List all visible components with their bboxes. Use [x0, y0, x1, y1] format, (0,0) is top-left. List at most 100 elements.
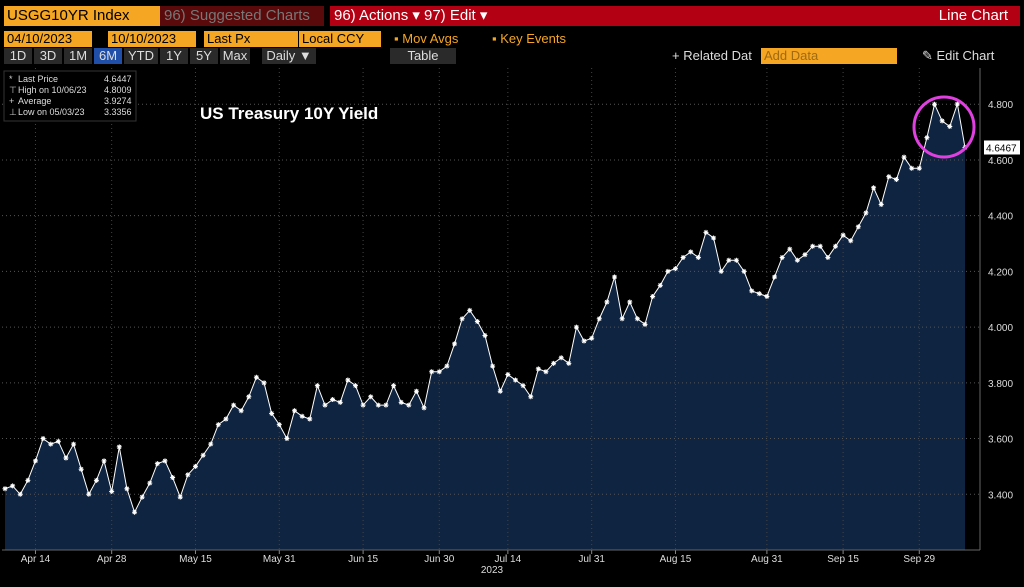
- data-point: [528, 394, 534, 400]
- data-point: [246, 394, 252, 400]
- data-point: [932, 101, 938, 107]
- range-button[interactable]: 1Y: [160, 48, 188, 64]
- data-point: [703, 229, 709, 235]
- y-tick-label: 4.600: [988, 156, 1013, 167]
- data-point: [749, 288, 755, 294]
- tool-button[interactable]: Zoom: [560, 68, 586, 79]
- data-point: [459, 316, 465, 322]
- data-point: [901, 154, 907, 160]
- data-point: [573, 324, 579, 330]
- key-events[interactable]: ▪ Key Events: [492, 31, 566, 46]
- frequency[interactable]: Daily ▼: [262, 48, 316, 64]
- x-tick-label: Aug 31: [751, 554, 783, 565]
- data-point: [436, 369, 442, 375]
- x-tick-label: May 31: [263, 554, 296, 565]
- data-point: [505, 371, 511, 377]
- related-data[interactable]: + Related Dat: [672, 48, 752, 63]
- data-point: [124, 486, 130, 492]
- data-point: [855, 224, 861, 230]
- data-point: [733, 257, 739, 263]
- data-point: [2, 486, 8, 492]
- data-point: [612, 274, 618, 280]
- data-point: [604, 299, 610, 305]
- x-tick-label: Jul 14: [495, 554, 522, 565]
- data-point: [330, 397, 336, 403]
- mov-avgs[interactable]: ▪ Mov Avgs: [394, 31, 459, 46]
- range-button[interactable]: 1D: [4, 48, 32, 64]
- data-point: [40, 436, 46, 442]
- ticker-box[interactable]: USGG10YR Index: [4, 6, 160, 26]
- table-button[interactable]: Table: [390, 48, 456, 64]
- data-point: [619, 316, 625, 322]
- data-point: [817, 243, 823, 249]
- tool-button[interactable]: Annotate: [464, 68, 505, 79]
- tool-button[interactable]: News: [522, 68, 548, 79]
- suggested-charts[interactable]: 96) Suggested Charts: [160, 6, 324, 26]
- data-point: [208, 441, 214, 447]
- data-point: [261, 380, 267, 386]
- data-point: [71, 441, 77, 447]
- start-date[interactable]: 04/10/2023: [4, 31, 92, 47]
- data-point: [444, 363, 450, 369]
- range-button[interactable]: YTD: [124, 48, 158, 64]
- range-button[interactable]: Max: [220, 48, 250, 64]
- data-point: [276, 422, 282, 428]
- data-point: [101, 458, 107, 464]
- data-point: [147, 480, 153, 486]
- data-point: [10, 483, 16, 489]
- data-point: [520, 383, 526, 389]
- data-point: [116, 444, 122, 450]
- data-point: [337, 399, 343, 405]
- data-point: [871, 185, 877, 191]
- legend-label: Last Price: [18, 74, 58, 84]
- edit-chart[interactable]: ✎ Edit Chart: [922, 48, 995, 63]
- range-button[interactable]: 1M: [64, 48, 92, 64]
- data-point: [391, 383, 397, 389]
- data-point: [962, 144, 968, 150]
- data-point: [284, 436, 290, 442]
- data-point: [886, 174, 892, 180]
- y-tick-label: 3.600: [988, 435, 1013, 446]
- data-point: [375, 402, 381, 408]
- data-point: [802, 252, 808, 258]
- data-point: [345, 377, 351, 383]
- data-point: [893, 176, 899, 182]
- currency-select[interactable]: Local CCY: [299, 31, 381, 47]
- data-point: [78, 466, 84, 472]
- legend-symbol: ⊥: [9, 107, 17, 117]
- x-tick-label: Sep 29: [903, 554, 935, 565]
- data-point: [154, 461, 160, 467]
- data-point: [551, 360, 557, 366]
- data-point: [223, 416, 229, 422]
- legend-symbol: *: [9, 74, 13, 84]
- data-point: [939, 118, 945, 124]
- data-point: [467, 307, 473, 313]
- data-point: [429, 369, 435, 375]
- edit-menu[interactable]: 97) Edit ▾: [424, 7, 488, 24]
- legend-symbol: ⊤: [9, 85, 17, 95]
- actions-menu[interactable]: 96) Actions ▾: [334, 7, 420, 24]
- legend-label: High on 10/06/23: [18, 85, 87, 95]
- data-point: [566, 360, 572, 366]
- tool-button[interactable]: Track: [418, 68, 443, 79]
- field-select[interactable]: Last Px: [204, 31, 298, 47]
- add-data[interactable]: Add Data: [761, 48, 897, 64]
- legend-value: 3.3356: [104, 107, 132, 117]
- data-point: [832, 243, 838, 249]
- chart-type: Line Chart: [938, 7, 1008, 24]
- x-tick-label: Apr 14: [21, 554, 51, 565]
- range-button[interactable]: 5Y: [190, 48, 218, 64]
- range-button[interactable]: 6M: [94, 48, 122, 64]
- data-point: [581, 338, 587, 344]
- data-point: [916, 165, 922, 171]
- end-date[interactable]: 10/10/2023: [108, 31, 196, 47]
- menu-bar: [330, 6, 1020, 26]
- data-point: [307, 416, 313, 422]
- range-button[interactable]: 3D: [34, 48, 62, 64]
- y-tick-label: 3.800: [988, 379, 1013, 390]
- data-point: [787, 246, 793, 252]
- data-point: [695, 254, 701, 260]
- x-tick-label: Jun 15: [348, 554, 378, 565]
